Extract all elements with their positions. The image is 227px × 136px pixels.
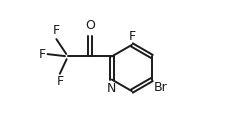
- Text: O: O: [85, 19, 95, 32]
- Text: F: F: [53, 24, 60, 38]
- Text: Br: Br: [153, 81, 167, 94]
- Text: F: F: [128, 30, 136, 43]
- Text: F: F: [38, 48, 45, 61]
- Text: F: F: [56, 75, 63, 88]
- Text: N: N: [106, 82, 116, 95]
